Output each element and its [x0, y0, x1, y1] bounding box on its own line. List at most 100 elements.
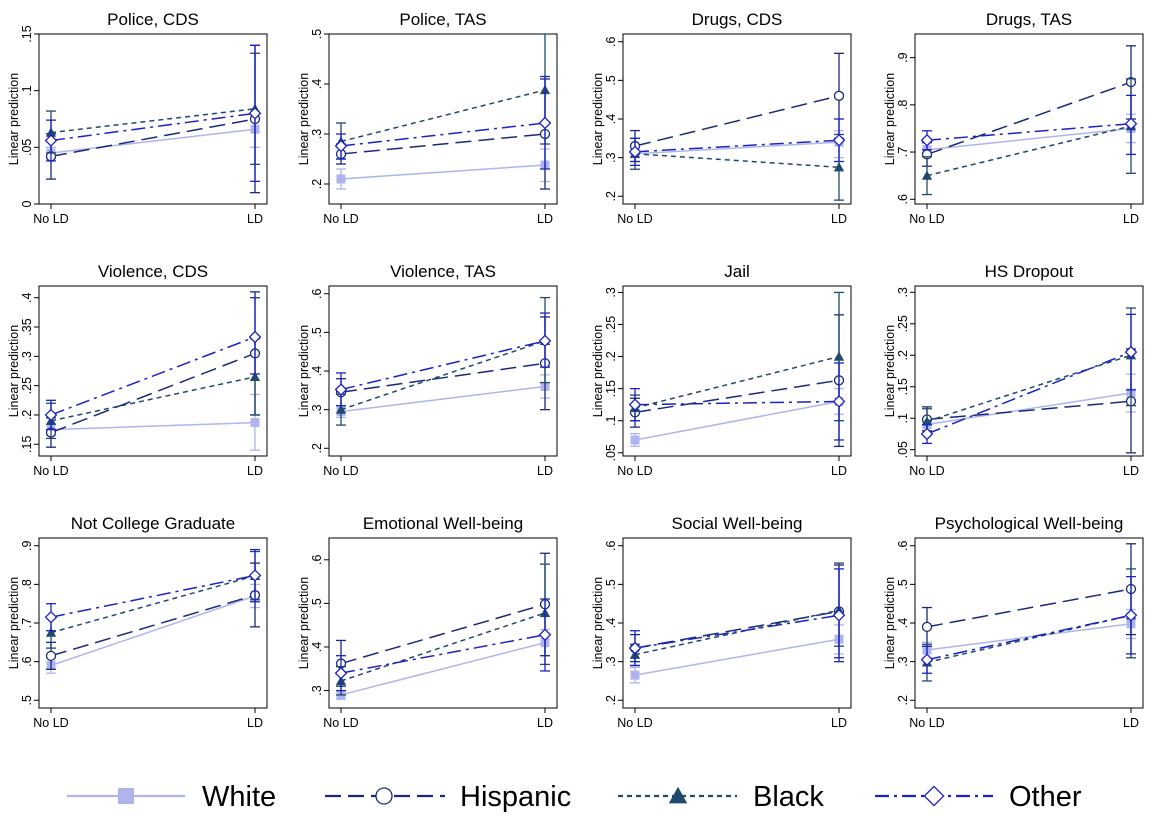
y-tick-label: .1 — [604, 415, 618, 425]
point-other — [334, 383, 348, 396]
y-axis-label: Linear prediction — [7, 325, 21, 417]
series-line — [340, 641, 546, 696]
y-tick-label: .3 — [310, 404, 324, 414]
series-line — [926, 392, 1132, 426]
x-tick-label: LD — [831, 212, 847, 226]
y-axis-label: Linear prediction — [7, 577, 21, 669]
legend-item-white: White — [67, 781, 276, 813]
y-tick-label: .3 — [310, 685, 324, 695]
series-line — [340, 603, 546, 665]
series-line — [50, 352, 256, 434]
y-tick-label: .7 — [896, 147, 910, 157]
y-tick-label: .2 — [20, 410, 34, 420]
panel-4: Drugs, TAS .6 .7 .8 .9 Linear prediction No LD… — [883, 10, 1144, 226]
plot-frame — [328, 285, 558, 457]
y-tick-label: .25 — [896, 315, 910, 332]
y-axis-label: Linear prediction — [297, 577, 311, 669]
y-tick-label: .15 — [896, 378, 910, 395]
panel-title: Jail — [724, 262, 750, 281]
series-line — [340, 340, 546, 391]
legend-marker — [668, 786, 688, 804]
point-other — [628, 145, 642, 159]
y-tick-label: .3 — [604, 656, 618, 666]
y-tick-label: .05 — [604, 444, 618, 461]
y-tick-label: .15 — [20, 25, 34, 42]
panel-6: Violence, TAS .2 .3 .4 .5 .6 Linear prediction… — [297, 262, 558, 478]
legend-marker — [923, 785, 945, 807]
series-other — [44, 548, 262, 632]
y-tick-label: .5 — [310, 327, 324, 337]
series-line — [926, 400, 1132, 421]
y-axis-label: Linear prediction — [591, 73, 605, 165]
y-tick-label: .15 — [20, 436, 34, 453]
series-line — [50, 421, 256, 431]
legend-item-hispanic: Hispanic — [325, 781, 571, 813]
x-tick-label: No LD — [617, 212, 652, 226]
legend-marker — [118, 788, 134, 804]
series-line — [50, 376, 256, 422]
y-tick-label: .3 — [896, 656, 910, 666]
y-tick-label: .3 — [604, 287, 618, 297]
x-tick-label: No LD — [33, 464, 68, 478]
point-other — [628, 641, 642, 655]
panel-11: Social Well-being .2 .3 .4 .5 .6 Linear predic… — [591, 514, 852, 730]
series-other — [920, 313, 1138, 445]
point-other — [44, 610, 58, 624]
x-tick-label: LD — [1123, 716, 1139, 730]
legend-label: Black — [753, 781, 824, 813]
point-other — [248, 330, 262, 344]
y-tick-label: .2 — [310, 443, 324, 453]
y-tick-label: 0 — [20, 200, 34, 207]
y-tick-label: .2 — [604, 191, 618, 201]
y-tick-label: .6 — [20, 656, 34, 666]
y-tick-label: .5 — [896, 579, 910, 589]
x-tick-label: No LD — [323, 716, 358, 730]
series-other — [920, 575, 1138, 674]
series-line — [50, 595, 256, 667]
series-line — [926, 125, 1132, 177]
plot-frame — [38, 537, 268, 709]
series-line — [926, 351, 1132, 435]
panel-12: Psychological Well-being .2 .3 .4 .5 .6 Linear… — [883, 514, 1144, 730]
panel-title: Violence, CDS — [98, 262, 208, 281]
point-white — [336, 174, 346, 184]
y-axis-label: Linear prediction — [297, 73, 311, 165]
legend-label: White — [202, 781, 276, 813]
point-hispanic — [833, 90, 845, 101]
series-other — [44, 297, 262, 431]
x-tick-label: LD — [831, 716, 847, 730]
panel-title: Social Well-being — [671, 514, 802, 533]
y-tick-label: .05 — [896, 441, 910, 458]
point-other — [920, 427, 934, 441]
panel-8: HS Dropout .05 .1 .15 .2 .25 .3 Linear predicti… — [883, 262, 1144, 478]
point-white — [250, 418, 260, 428]
point-other — [1124, 117, 1138, 131]
series-line — [50, 108, 256, 134]
series-line — [340, 385, 546, 413]
y-tick-label: .2 — [896, 695, 910, 705]
plot-frame — [38, 33, 268, 205]
plot-frame — [914, 285, 1144, 457]
y-tick-label: .6 — [310, 555, 324, 565]
point-other — [832, 133, 846, 147]
series-line — [50, 594, 256, 657]
x-tick-label: LD — [831, 464, 847, 478]
point-hispanic — [45, 650, 57, 661]
series-other — [334, 312, 552, 407]
series-other — [628, 568, 846, 667]
panel-10: Emotional Well-being .3 .4 .5 .6 Linear predi… — [297, 514, 558, 730]
panel-7: Jail .05 .1 .15 .2 .25 .3 Linear prediction No L… — [591, 262, 852, 478]
x-tick-label: LD — [1123, 464, 1139, 478]
series-line — [634, 139, 840, 153]
point-other — [44, 134, 58, 147]
point-other — [44, 408, 58, 422]
legend-marker — [375, 787, 393, 805]
y-axis-label: Linear prediction — [883, 73, 897, 165]
series-other — [44, 44, 262, 182]
panel-title: Drugs, TAS — [986, 10, 1072, 29]
y-tick-label: .4 — [310, 366, 324, 376]
y-tick-label: .35 — [20, 318, 34, 335]
point-hispanic — [921, 621, 933, 633]
